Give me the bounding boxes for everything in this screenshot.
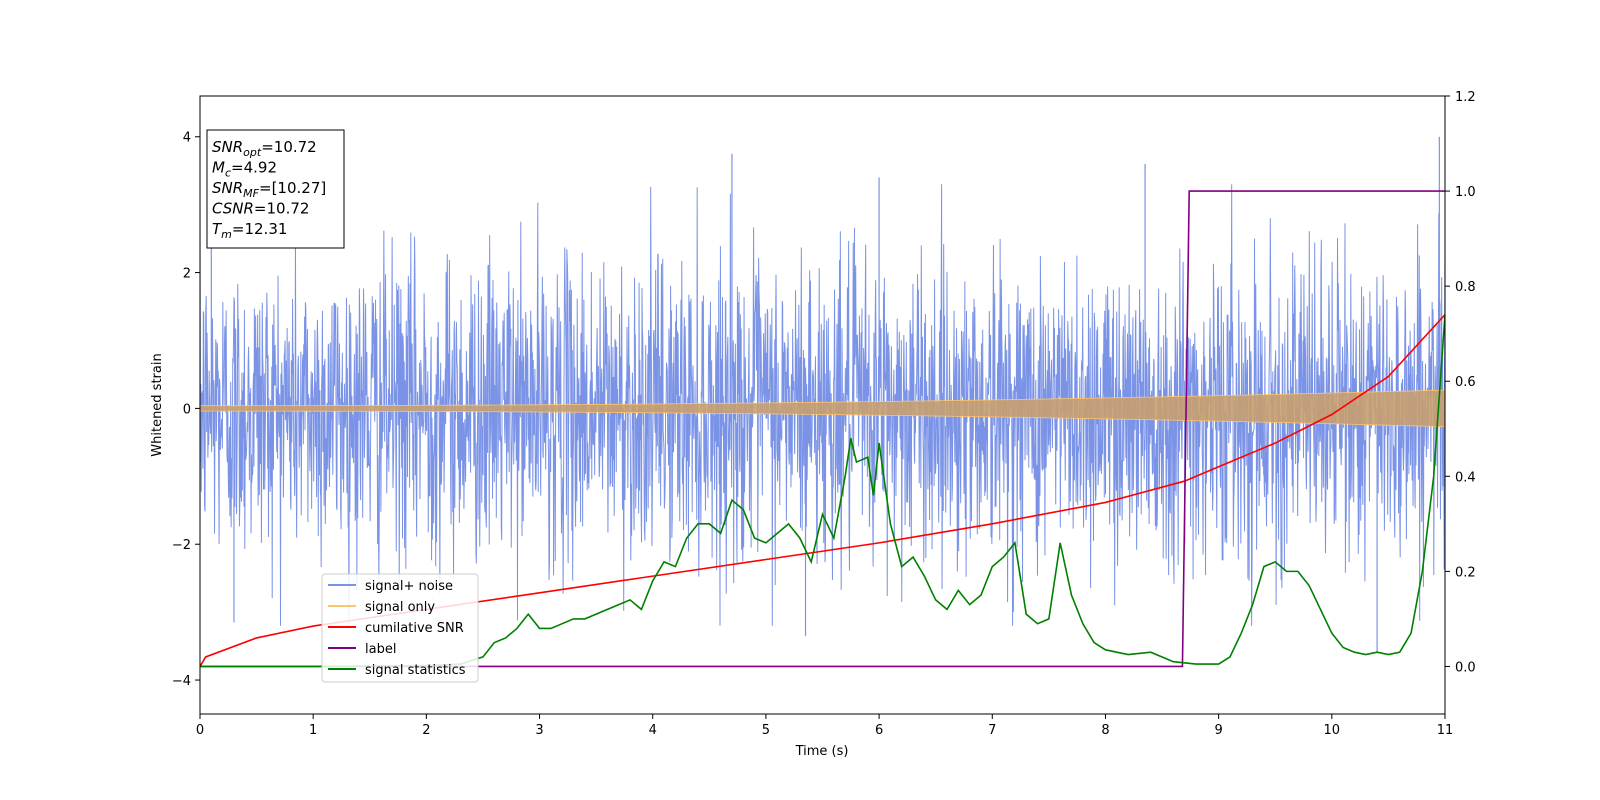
x-tick-label: 11 [1437, 723, 1454, 738]
y-axis-label: Whitened strain [150, 353, 165, 456]
y-tick-right-label: 0.2 [1455, 565, 1476, 580]
y-tick-left-label: −4 [172, 674, 191, 689]
x-tick-label: 2 [422, 723, 430, 738]
plot-frame [199, 95, 1446, 715]
annotation-line: SNRMF=[10.27] [212, 179, 326, 200]
x-tick-label: 5 [762, 723, 770, 738]
legend-entry-label: signal statistics [365, 663, 466, 678]
legend: signal+ noise signal only cumilative SNR la… [321, 573, 479, 683]
y-tick-right-label: 0.8 [1455, 280, 1476, 295]
y-tick-left-label: 2 [183, 267, 191, 282]
annotation-frame [206, 129, 345, 249]
annotation-line: Mc=4.92 [212, 159, 277, 180]
annotation-line: SNRopt=10.72 [212, 138, 317, 159]
legend-entry-label: label [365, 642, 396, 657]
legend-entry-label: signal only [365, 600, 435, 615]
x-tick-label: 9 [1214, 723, 1222, 738]
x-tick-label: 1 [309, 723, 317, 738]
legend-entry-label: signal+ noise [365, 579, 453, 594]
series-signal-noise-line [200, 184, 1445, 626]
series-signal-statistics-line [200, 314, 1445, 668]
y-tick-right-label: 1.0 [1455, 185, 1476, 200]
y-tick-left-label: −2 [172, 538, 191, 553]
series-label-line [200, 190, 1445, 668]
x-tick-label: 10 [1324, 723, 1341, 738]
y-tick-right-label: 1.2 [1455, 90, 1476, 105]
x-tick-label: 0 [196, 723, 204, 738]
series-cumulative-snr-line [200, 314, 1445, 667]
x-tick-label: 4 [649, 723, 657, 738]
plot-area [200, 136, 1445, 668]
legend-entry-label: cumilative SNR [365, 621, 464, 636]
annotation-line: Tm=12.31 [212, 220, 287, 241]
y-tick-left-label: 4 [183, 131, 191, 146]
x-tick-label: 6 [875, 723, 883, 738]
y-axis-left: −4 −2 0 2 4 [172, 131, 200, 689]
x-tick-label: 8 [1101, 723, 1109, 738]
x-axis-label: Time (s) [795, 744, 849, 759]
y-axis-right: 0.0 0.2 0.4 0.6 0.8 1.0 1.2 [1445, 90, 1476, 675]
series-signal-only-band [200, 389, 1445, 428]
y-tick-right-label: 0.6 [1455, 375, 1476, 390]
x-tick-label: 3 [535, 723, 543, 738]
y-tick-left-label: 0 [183, 402, 191, 417]
y-tick-right-label: 0.0 [1455, 660, 1476, 675]
annotation-box: SNRopt=10.72Mc=4.92SNRMF=[10.27]CSNR=10.… [206, 129, 345, 249]
annotation-line: CSNR=10.72 [212, 200, 309, 218]
x-axis: 0 1 2 3 4 5 6 7 8 9 10 11 [196, 714, 1453, 738]
y-tick-right-label: 0.4 [1455, 470, 1476, 485]
x-tick-label: 7 [988, 723, 996, 738]
legend-frame [321, 573, 479, 683]
